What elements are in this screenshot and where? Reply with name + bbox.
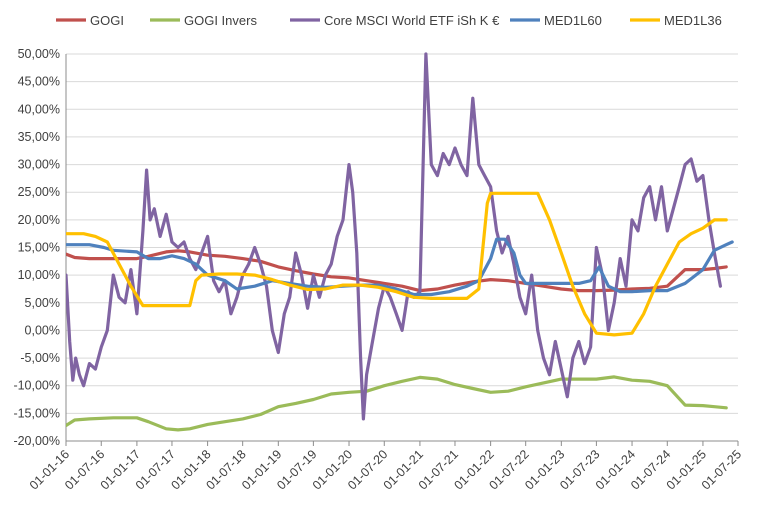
y-tick-label: 40,00% — [18, 102, 60, 116]
y-tick-label: 5,00% — [25, 296, 60, 310]
legend-label: MED1L60 — [544, 13, 602, 28]
x-tick-labels: 01-01-1601-07-1601-01-1701-07-1701-01-18… — [27, 447, 744, 492]
y-tick-label: 30,00% — [18, 158, 60, 172]
y-tick-labels: -20,00% -15,00% -10,00% -5,00% 0,00% 5,00% 10,… — [13, 47, 60, 448]
legend-label: MED1L36 — [664, 13, 722, 28]
legend-label: Core MSCI World ETF iSh K € — [324, 13, 500, 28]
legend-label: GOGI Invers — [184, 13, 257, 28]
y-tick-label: 10,00% — [18, 268, 60, 282]
y-tick-label: -5,00% — [20, 351, 60, 365]
legend: GOGI GOGI Invers Core MSCI World ETF iSh K… — [56, 13, 722, 28]
y-tick-label: 15,00% — [18, 241, 60, 255]
series-line-1 — [66, 249, 728, 293]
series-line-2 — [66, 375, 728, 432]
axes — [65, 54, 739, 446]
series-lines — [66, 52, 734, 432]
y-tick-label: 45,00% — [18, 75, 60, 89]
y-tick-label: -20,00% — [13, 434, 60, 448]
series-line-4 — [66, 237, 734, 297]
y-tick-label: 25,00% — [18, 185, 60, 199]
y-tick-label: -15,00% — [13, 406, 60, 420]
y-tick-label: -10,00% — [13, 379, 60, 393]
y-tick-label: 35,00% — [18, 130, 60, 144]
y-tick-label: 20,00% — [18, 213, 60, 227]
y-tick-label: 0,00% — [25, 323, 60, 337]
series-line-5 — [66, 191, 728, 337]
series-line-3 — [66, 52, 723, 421]
gridlines — [66, 53, 738, 414]
y-tick-label: 50,00% — [18, 47, 60, 61]
legend-label: GOGI — [90, 13, 124, 28]
